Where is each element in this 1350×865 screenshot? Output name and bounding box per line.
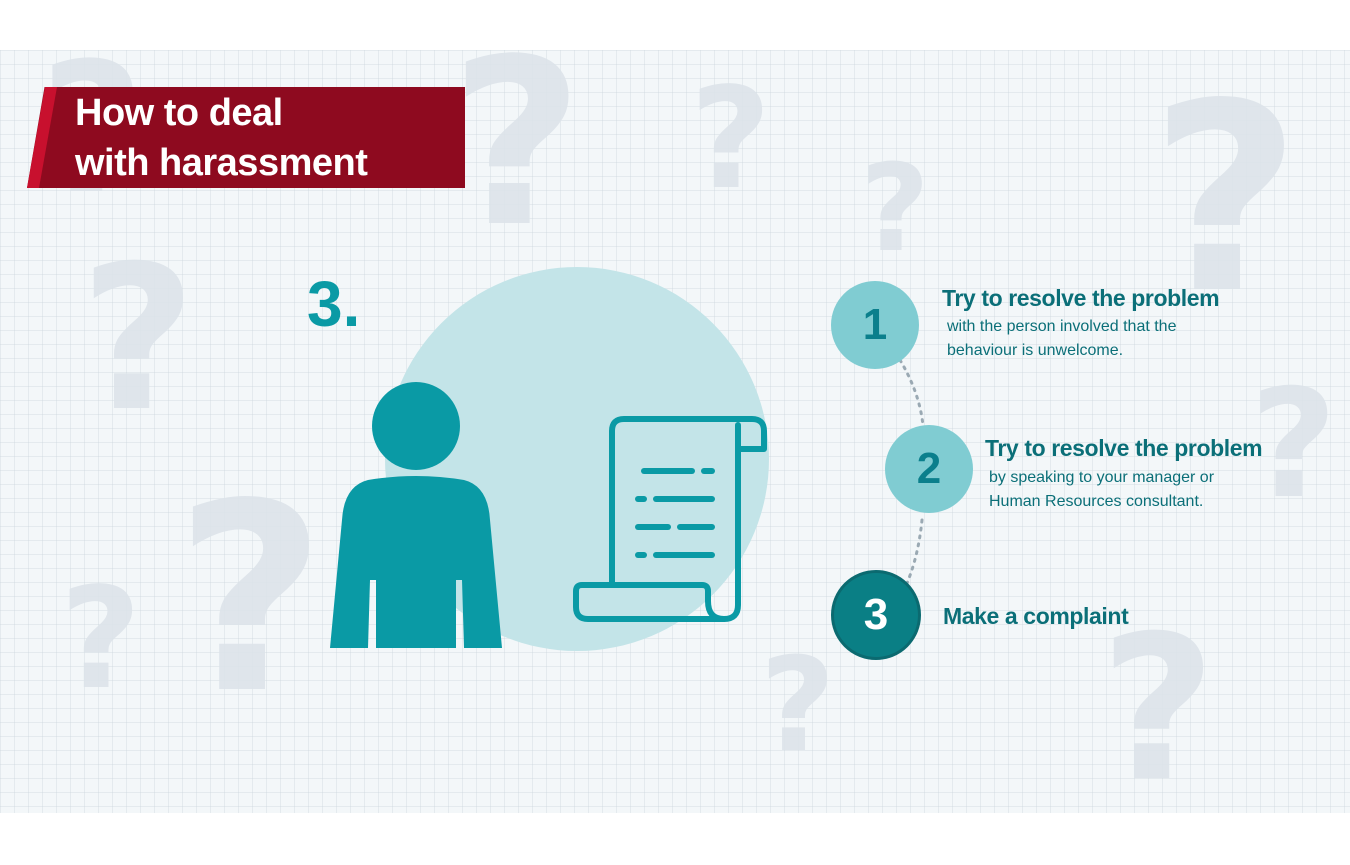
step-2-number: 2 (916, 444, 942, 493)
step-1-description-line-1: with the person involved that the (947, 318, 1177, 335)
question-mark-icon: ? (860, 140, 930, 279)
step-1-description: with the person involved that the behavi… (947, 315, 1247, 363)
step-2-circle: 2 (885, 425, 973, 513)
page-title-line-2: with harassment (75, 142, 368, 184)
step-1-number: 1 (862, 300, 888, 349)
step-1-title: Try to resolve the problem (942, 285, 1220, 311)
question-mark-icon: ? (690, 58, 772, 221)
slide: ? ? ? ? ? ? ? ? ? ? ? How to deal with h… (0, 50, 1350, 813)
step-3-title: Make a complaint (943, 603, 1129, 629)
step-2-description: by speaking to your manager or Human Res… (989, 466, 1289, 514)
document-scroll-icon (573, 416, 767, 622)
question-mark-icon: ? (1250, 358, 1338, 532)
question-mark-icon: ? (1150, 50, 1301, 351)
person-icon (330, 382, 502, 648)
step-2-title: Try to resolve the problem (985, 435, 1263, 461)
title-banner (27, 87, 465, 188)
page-title: How to deal with harassment (75, 88, 455, 188)
question-mark-icon: ? (760, 629, 836, 781)
step-2-description-line-1: by speaking to your manager or (989, 469, 1215, 486)
step-3-number: 3 (863, 590, 889, 639)
page-title-line-1: How to deal (75, 92, 283, 134)
current-step-label: 3. (307, 268, 361, 340)
question-mark-icon: ? (175, 449, 326, 751)
question-mark-icon: ? (450, 50, 584, 278)
step-1-circle: 1 (831, 281, 919, 369)
step-3-circle: 3 (831, 570, 921, 660)
step-2-description-line-2: Human Resources consultant. (989, 493, 1204, 510)
question-mark-icon: ? (60, 558, 142, 721)
step-1-description-line-2: behaviour is unwelcome. (947, 342, 1124, 359)
question-mark-icon: ? (1100, 593, 1217, 813)
question-mark-icon: ? (80, 223, 197, 456)
